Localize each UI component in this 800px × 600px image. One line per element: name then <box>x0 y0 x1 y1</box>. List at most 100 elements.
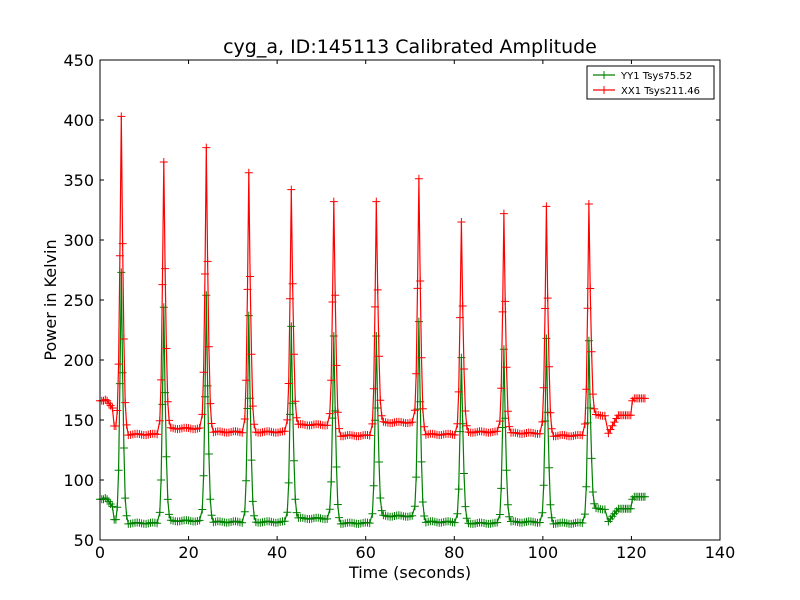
data-point <box>292 413 301 422</box>
data-point <box>288 279 297 288</box>
data-point <box>582 482 591 491</box>
data-point <box>456 313 464 322</box>
data-point <box>163 495 172 504</box>
data-point <box>501 414 510 423</box>
data-point <box>122 420 131 429</box>
y-tick-label: 400 <box>63 111 94 130</box>
data-point <box>369 481 378 490</box>
legend-label: YY1 Tsys75.52 <box>620 71 692 82</box>
data-point <box>291 397 300 406</box>
legend-label: XX1 Tsys211.46 <box>621 86 700 97</box>
data-point <box>412 473 421 482</box>
data-point <box>569 519 578 528</box>
data-point <box>529 517 538 526</box>
data-point <box>417 457 426 466</box>
data-point <box>502 363 511 372</box>
data-point <box>553 519 562 528</box>
data-point <box>376 494 385 502</box>
data-point <box>377 411 386 420</box>
data-point <box>586 284 595 293</box>
data-point <box>499 209 508 218</box>
y-tick-label: 150 <box>63 411 94 430</box>
data-point <box>453 509 462 518</box>
data-point <box>207 419 216 428</box>
data-point <box>495 510 504 519</box>
plot-frame <box>99 59 721 541</box>
data-point <box>503 500 512 509</box>
data-point <box>371 302 379 311</box>
data-point <box>503 407 512 416</box>
y-axis: 50 100 150 200 250 300 350 400 450 <box>63 51 720 550</box>
data-point <box>331 291 340 300</box>
data-point <box>608 421 617 430</box>
data-point <box>502 466 511 475</box>
data-point <box>115 251 124 260</box>
data-point <box>600 505 609 514</box>
chart-title: cyg_a, ID:145113 Calibrated Amplitude <box>223 36 597 58</box>
data-point <box>121 398 130 407</box>
data-point <box>195 424 204 432</box>
data-point <box>135 518 144 527</box>
data-point <box>497 484 506 493</box>
data-point <box>246 272 255 281</box>
data-point <box>114 360 123 369</box>
data-point <box>471 428 480 437</box>
y-tick-label: 300 <box>63 231 94 250</box>
data-point <box>529 429 538 437</box>
x-tick-label: 120 <box>616 543 647 562</box>
data-point <box>511 428 520 437</box>
data-point <box>569 431 578 440</box>
y-tick-label: 100 <box>63 471 94 490</box>
data-point <box>135 430 144 438</box>
data-point <box>545 463 554 472</box>
data-point <box>325 505 334 514</box>
data-point <box>462 514 471 523</box>
data-point <box>604 429 613 438</box>
data-point <box>155 416 164 425</box>
data-point <box>119 335 128 343</box>
data-point <box>368 509 377 518</box>
data-point <box>203 257 212 266</box>
data-point <box>242 476 251 485</box>
data-point <box>323 421 332 430</box>
x-axis: 0 20 40 60 80 100 120 140 <box>95 60 735 562</box>
data-point <box>430 430 439 439</box>
data-point <box>206 495 215 504</box>
data-point <box>333 408 342 417</box>
data-point <box>161 264 170 273</box>
data-point <box>250 420 259 429</box>
data-point <box>408 511 417 520</box>
data-point <box>333 500 342 509</box>
data-point <box>373 285 382 294</box>
data-point <box>204 450 213 458</box>
data-point <box>495 417 504 426</box>
data-point <box>114 466 123 475</box>
data-point <box>280 427 289 436</box>
data-point <box>248 402 257 411</box>
data-point <box>493 427 502 436</box>
data-point <box>162 452 171 461</box>
legend-marker <box>600 71 608 79</box>
data-point <box>412 369 421 378</box>
data-point <box>117 112 126 121</box>
data-point <box>453 419 462 428</box>
data-point <box>165 416 174 425</box>
y-tick-label: 450 <box>63 51 94 70</box>
data-point <box>458 302 467 310</box>
data-point <box>446 517 455 526</box>
data-point <box>291 495 300 504</box>
data-point <box>388 419 397 427</box>
data-point <box>113 503 122 512</box>
data-point <box>493 518 502 527</box>
data-point <box>369 384 378 393</box>
data-point <box>408 418 417 427</box>
data-point <box>578 431 587 440</box>
data-point <box>584 200 593 208</box>
data-point <box>206 399 215 408</box>
data-point <box>410 502 419 511</box>
data-point <box>122 511 131 520</box>
data-point <box>588 488 597 496</box>
data-point <box>332 361 341 370</box>
data-point <box>583 304 592 313</box>
y-tick-label: 350 <box>63 171 94 190</box>
